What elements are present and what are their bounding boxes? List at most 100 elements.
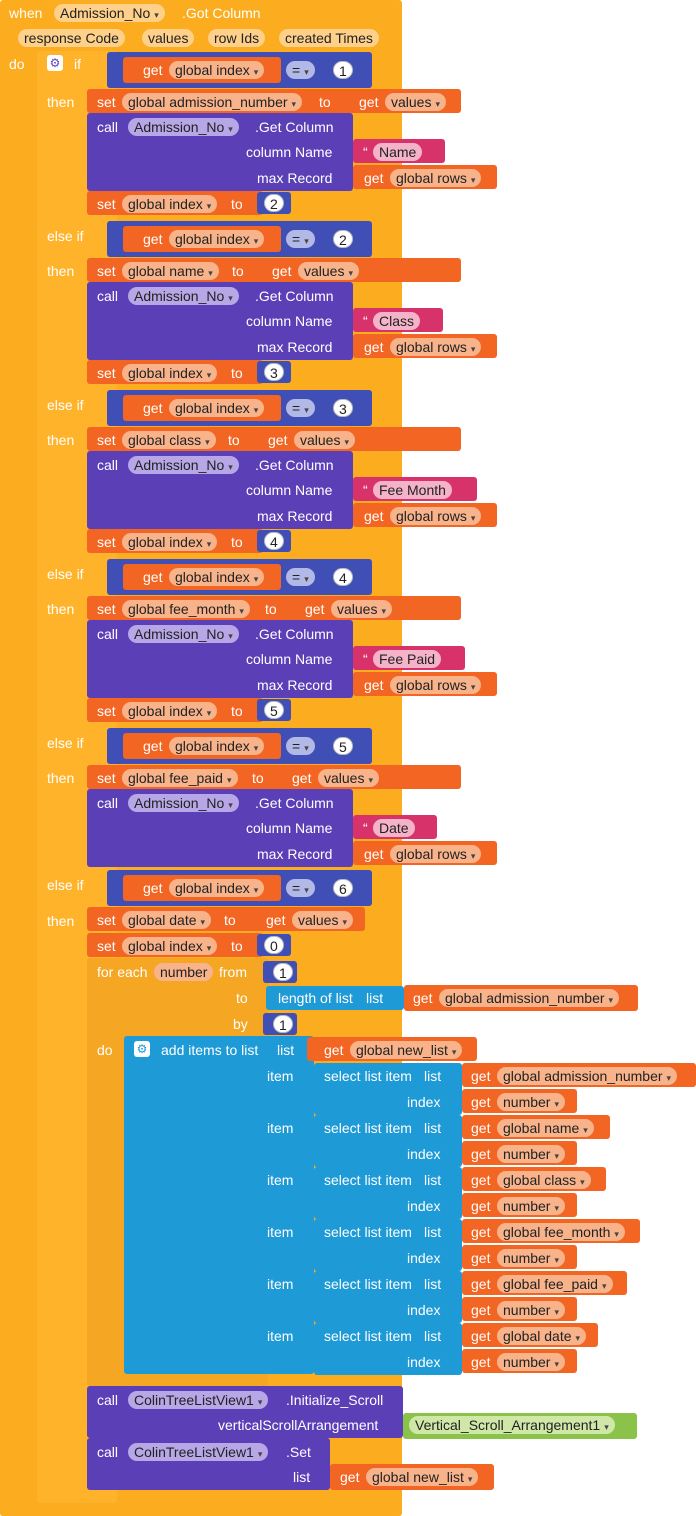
var-dropdown[interactable]: global index ▾ xyxy=(169,568,265,586)
var-dropdown[interactable]: values ▾ xyxy=(298,262,359,280)
param-row-ids[interactable]: row Ids xyxy=(208,29,266,47)
component-dropdown[interactable]: Admission_No ▾ xyxy=(128,794,239,812)
var-dropdown[interactable]: global class ▾ xyxy=(122,431,216,449)
get-label: get xyxy=(471,1276,491,1292)
var-dropdown[interactable]: global name ▾ xyxy=(122,262,219,280)
number-literal[interactable]: 6 xyxy=(333,879,353,897)
number-literal[interactable]: 4 xyxy=(264,532,284,550)
list-label: list xyxy=(424,1276,442,1292)
text-value[interactable]: Name xyxy=(373,143,423,161)
var-dropdown[interactable]: number ▾ xyxy=(497,1093,565,1111)
var-dropdown[interactable]: values ▾ xyxy=(385,93,446,111)
scroll-arrangement-dropdown[interactable]: Vertical_Scroll_Arrangement1 ▾ xyxy=(409,1416,615,1434)
var-dropdown[interactable]: global date ▾ xyxy=(497,1327,587,1345)
column-name-param: column Name xyxy=(246,482,333,498)
var-dropdown[interactable]: global admission_number ▾ xyxy=(122,93,303,111)
var-dropdown[interactable]: global fee_month ▾ xyxy=(497,1223,625,1241)
var-dropdown[interactable]: global rows ▾ xyxy=(390,338,482,356)
var-dropdown[interactable]: global index ▾ xyxy=(122,533,218,551)
var-dropdown[interactable]: global name ▾ xyxy=(497,1119,594,1137)
var-dropdown[interactable]: values ▾ xyxy=(292,911,353,929)
text-value[interactable]: Fee Month xyxy=(373,481,452,499)
set-label: set xyxy=(97,365,116,381)
component-dropdown[interactable]: Admission_No ▾ xyxy=(128,625,239,643)
var-dropdown[interactable]: global index ▾ xyxy=(122,195,218,213)
var-dropdown[interactable]: global rows ▾ xyxy=(390,169,482,187)
length-of-list-block[interactable] xyxy=(266,986,404,1010)
var-dropdown[interactable]: global new_list ▾ xyxy=(366,1468,479,1486)
get-label: get xyxy=(471,1250,491,1266)
loop-var[interactable]: number xyxy=(154,963,214,981)
param-created-times[interactable]: created Times xyxy=(279,29,379,47)
var-dropdown[interactable]: values ▾ xyxy=(318,769,379,787)
number-literal[interactable]: 3 xyxy=(333,399,353,417)
number-literal[interactable]: 1 xyxy=(273,1015,293,1033)
component-dropdown[interactable]: Admission_No ▾ xyxy=(54,4,165,22)
text-value[interactable]: Fee Paid xyxy=(373,650,442,668)
select-list-item-block[interactable] xyxy=(314,1219,462,1271)
var-dropdown[interactable]: values ▾ xyxy=(294,431,355,449)
select-list-item-block[interactable] xyxy=(314,1167,462,1219)
var-dropdown[interactable]: global class ▾ xyxy=(497,1171,591,1189)
var-dropdown[interactable]: number ▾ xyxy=(497,1301,565,1319)
var-dropdown[interactable]: global index ▾ xyxy=(169,879,265,897)
select-list-item-block[interactable] xyxy=(314,1115,462,1167)
var-dropdown[interactable]: global admission_number ▾ xyxy=(439,989,620,1007)
param-response-code[interactable]: response Code xyxy=(18,29,125,47)
select-list-item-block[interactable] xyxy=(314,1323,462,1375)
get-label: get xyxy=(413,990,433,1006)
operator-dropdown[interactable]: = ▾ xyxy=(286,568,315,586)
number-literal[interactable]: 5 xyxy=(333,737,353,755)
var-dropdown[interactable]: global new_list ▾ xyxy=(350,1041,463,1059)
var-dropdown[interactable]: global index ▾ xyxy=(122,702,218,720)
listview-component-dropdown[interactable]: ColinTreeListView1 ▾ xyxy=(128,1443,269,1461)
var-dropdown[interactable]: global rows ▾ xyxy=(390,676,482,694)
number-literal[interactable]: 2 xyxy=(264,194,284,212)
number-literal[interactable]: 0 xyxy=(264,936,284,954)
param-values[interactable]: values xyxy=(142,29,195,47)
var-dropdown[interactable]: global index ▾ xyxy=(169,61,265,79)
else-if-label: else if xyxy=(47,566,84,582)
operator-dropdown[interactable]: = ▾ xyxy=(286,879,315,897)
component-dropdown[interactable]: Admission_No ▾ xyxy=(128,118,239,136)
number-literal[interactable]: 3 xyxy=(264,363,284,381)
var-dropdown[interactable]: number ▾ xyxy=(497,1249,565,1267)
var-dropdown[interactable]: number ▾ xyxy=(497,1353,565,1371)
component-dropdown[interactable]: Admission_No ▾ xyxy=(128,287,239,305)
var-dropdown[interactable]: values ▾ xyxy=(331,600,392,618)
var-dropdown[interactable]: number ▾ xyxy=(497,1197,565,1215)
number-literal[interactable]: 2 xyxy=(333,230,353,248)
operator-dropdown[interactable]: = ▾ xyxy=(286,61,315,79)
operator-dropdown[interactable]: = ▾ xyxy=(286,737,315,755)
var-dropdown[interactable]: global index ▾ xyxy=(169,399,265,417)
gear-icon[interactable]: ⚙ xyxy=(134,1041,150,1057)
text-value[interactable]: Class xyxy=(373,312,421,330)
listview-component-dropdown[interactable]: ColinTreeListView1 ▾ xyxy=(128,1391,269,1409)
var-dropdown[interactable]: global index ▾ xyxy=(122,937,218,955)
var-dropdown[interactable]: global fee_month ▾ xyxy=(122,600,250,618)
quote-open: “ xyxy=(363,482,368,498)
var-dropdown[interactable]: global date ▾ xyxy=(122,911,212,929)
number-literal[interactable]: 1 xyxy=(333,61,353,79)
select-list-item-block[interactable] xyxy=(314,1063,462,1115)
item-label: item xyxy=(267,1068,294,1084)
var-dropdown[interactable]: global rows ▾ xyxy=(390,507,482,525)
var-dropdown[interactable]: global rows ▾ xyxy=(390,845,482,863)
var-dropdown[interactable]: global admission_number ▾ xyxy=(497,1067,678,1085)
operator-dropdown[interactable]: = ▾ xyxy=(286,230,315,248)
component-dropdown[interactable]: Admission_No ▾ xyxy=(128,456,239,474)
var-dropdown[interactable]: global index ▾ xyxy=(169,737,265,755)
gear-icon[interactable]: ⚙ xyxy=(47,55,63,71)
var-dropdown[interactable]: global index ▾ xyxy=(169,230,265,248)
var-dropdown[interactable]: number ▾ xyxy=(497,1145,565,1163)
var-dropdown[interactable]: global fee_paid ▾ xyxy=(497,1275,613,1293)
number-literal[interactable]: 1 xyxy=(273,963,293,981)
number-literal[interactable]: 4 xyxy=(333,568,353,586)
var-dropdown[interactable]: global index ▾ xyxy=(122,364,218,382)
add-items-block[interactable] xyxy=(124,1036,314,1374)
number-literal[interactable]: 5 xyxy=(264,701,284,719)
var-dropdown[interactable]: global fee_paid ▾ xyxy=(122,769,238,787)
text-value[interactable]: Date xyxy=(373,819,415,837)
operator-dropdown[interactable]: = ▾ xyxy=(286,399,315,417)
select-list-item-block[interactable] xyxy=(314,1271,462,1323)
